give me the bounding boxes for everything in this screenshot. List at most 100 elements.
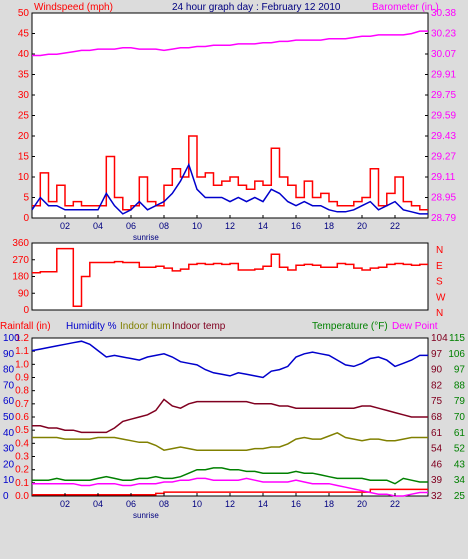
- hum-y-tick-10: 100: [3, 333, 20, 344]
- baro-y-tick-10: 30.38: [431, 8, 456, 19]
- x-tick-20: 20: [357, 499, 367, 509]
- temp-b-y-tick-9: 106: [448, 349, 465, 360]
- x-tick-20: 20: [357, 221, 367, 231]
- compass-tick-0: N: [436, 245, 443, 256]
- wind-y-tick-10: 50: [18, 8, 30, 19]
- rain-y-tick-12: 1.2: [15, 333, 29, 344]
- direction-plot-area: [31, 242, 429, 311]
- x-tick-12: 12: [225, 499, 235, 509]
- sunrise-label: sunrise: [133, 233, 159, 242]
- hum-y-tick-5: 50: [3, 412, 15, 423]
- barometer-y-ticks: 28.79 28.95 29.11 29.27 29.43 29.59 29.75 29.91…: [425, 8, 456, 224]
- bottom-x-ticks: 02 04 06 08 10 12 14 16 18 20 22: [60, 493, 400, 509]
- baro-y-tick-0: 28.79: [431, 213, 456, 224]
- temp-b-y-tick-7: 88: [454, 380, 466, 391]
- sunrise-label-bottom: sunrise: [133, 511, 159, 520]
- humidity-line: [31, 340, 428, 379]
- legend-rainfall: Rainfall (in): [0, 321, 51, 332]
- x-tick-16: 16: [291, 499, 301, 509]
- legend-humidity: Humidity %: [66, 321, 117, 332]
- temp-a-y-tick-0: 32: [431, 491, 443, 502]
- temp-b-y-tick-8: 97: [454, 365, 466, 376]
- hum-y-tick-3: 30: [3, 444, 15, 455]
- wind-y-tick-9: 45: [18, 29, 30, 40]
- rain-y-tick-7: 0.7: [15, 399, 29, 410]
- direction-y-ticks: 0 90 180 270 360: [12, 238, 35, 316]
- legend-indoor-hum: Indoor hum: [120, 321, 171, 332]
- rain-humidity-temp-panel: 0.0 0.1 0.2 0.3 0.4 0.5 0.6 0.7 0.8 0.9 1.0 1.1 1.2 0…: [3, 333, 465, 520]
- wind-series: [31, 30, 428, 215]
- temp-b-y-tick-1: 34: [454, 475, 466, 486]
- temp-a-y-tick-4: 61: [431, 428, 443, 439]
- wind-y-ticks: 0 5 10 15 20 25 30 35 40 45 50: [18, 8, 35, 224]
- hum-y-tick-9: 90: [3, 349, 15, 360]
- bottom-series: [31, 340, 428, 497]
- rain-y-tick-3: 0.3: [15, 452, 29, 463]
- baro-y-tick-7: 29.91: [431, 70, 456, 81]
- bottom-y-ticks: 0.0 0.1 0.2 0.3 0.4 0.5 0.6 0.7 0.8 0.9 1.0 1.1 1.2 0…: [3, 333, 35, 502]
- temp-b-y-tick-10: 115: [449, 333, 465, 344]
- graph-title: 24 hour graph day : February 12 2010: [172, 2, 341, 13]
- x-tick-14: 14: [258, 221, 268, 231]
- wind-y-tick-5: 25: [18, 111, 30, 122]
- temp-b-y-tick-0: 25: [454, 491, 466, 502]
- indoor-temp-line: [32, 398, 428, 434]
- compass-tick-4: N: [436, 308, 443, 319]
- dir-y-tick-3: 270: [12, 255, 29, 266]
- bottom-legend: Rainfall (in) Humidity % Indoor hum Indo…: [0, 321, 438, 332]
- rain-y-tick-5: 0.5: [15, 425, 29, 436]
- x-tick-02: 02: [60, 221, 70, 231]
- temp-a-y-tick-6: 75: [431, 396, 443, 407]
- temp-b-y-tick-6: 79: [454, 396, 466, 407]
- rain-y-tick-0: 0.0: [15, 491, 29, 502]
- x-tick-02: 02: [60, 499, 70, 509]
- temp-b-y-tick-3: 52: [454, 444, 466, 455]
- baro-y-tick-2: 29.11: [431, 172, 456, 183]
- windspeed-axis-title: Windspeed (mph): [34, 2, 113, 13]
- x-tick-04: 04: [93, 499, 103, 509]
- rain-y-tick-11: 1.1: [15, 346, 29, 357]
- hum-y-tick-0: 0: [3, 491, 9, 502]
- legend-indoor-temp: Indoor temp: [172, 321, 226, 332]
- temp-a-y-tick-8: 90: [431, 365, 443, 376]
- x-tick-08: 08: [159, 221, 169, 231]
- wind-y-tick-8: 40: [18, 49, 30, 60]
- direction-series: [32, 247, 428, 308]
- temp-a-y-tick-9: 97: [431, 349, 443, 360]
- x-tick-22: 22: [390, 221, 400, 231]
- wind-y-tick-2: 10: [18, 172, 30, 183]
- hum-y-tick-1: 10: [3, 475, 15, 486]
- temperature-y-ticks: 32 39 46 54 61 68 75 82 90 97 104 25 34 43 52 61 70 79 88 9…: [431, 333, 465, 502]
- bottom-plot-area: [31, 337, 429, 497]
- x-tick-14: 14: [258, 499, 268, 509]
- x-tick-18: 18: [324, 221, 334, 231]
- baro-y-tick-5: 29.59: [431, 111, 456, 122]
- rain-y-tick-8: 0.8: [15, 386, 29, 397]
- temp-b-y-tick-4: 61: [454, 428, 466, 439]
- legend-temperature: Temperature (°F): [312, 321, 388, 332]
- compass-tick-3: W: [436, 292, 446, 303]
- wind-plot-area: [31, 12, 429, 219]
- barometer-axis-title: Barometer (in.): [372, 2, 439, 13]
- x-tick-12: 12: [225, 221, 235, 231]
- wind-avg-line: [31, 162, 428, 215]
- compass-tick-2: S: [436, 277, 443, 288]
- barometer-line: [32, 30, 428, 57]
- wind-gust-line: [32, 135, 428, 211]
- dir-y-tick-0: 0: [23, 305, 29, 316]
- x-tick-06: 06: [126, 499, 136, 509]
- temp-b-y-tick-2: 43: [454, 459, 466, 470]
- baro-y-tick-4: 29.43: [431, 131, 456, 142]
- rain-y-tick-10: 1.0: [15, 359, 29, 370]
- baro-y-tick-3: 29.27: [431, 152, 456, 163]
- direction-line: [32, 247, 428, 308]
- wind-y-tick-3: 15: [18, 152, 30, 163]
- temp-a-y-tick-10: 104: [431, 333, 448, 344]
- hum-y-tick-2: 20: [3, 459, 15, 470]
- temp-a-y-tick-7: 82: [431, 380, 443, 391]
- x-tick-10: 10: [192, 499, 202, 509]
- x-tick-22: 22: [390, 499, 400, 509]
- dew-point-line: [32, 477, 428, 497]
